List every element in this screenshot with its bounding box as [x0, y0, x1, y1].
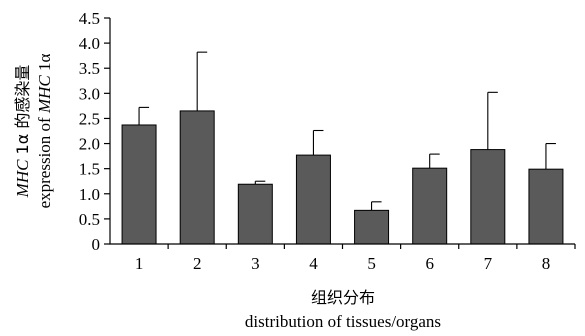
- y-tick-label: 3.0: [79, 84, 100, 103]
- y-axis-label-italic: MHC: [13, 159, 32, 198]
- y-tick-label: 4.0: [79, 34, 100, 53]
- y-tick-label: 3.5: [79, 59, 100, 78]
- axis-frame: [109, 18, 575, 245]
- y-axis-label-en: expression of MHC 1α: [35, 54, 54, 209]
- x-tick-label-8: 8: [542, 254, 551, 273]
- y-axis-ticks: 0 0.5 1.0 1.5 2.0 2.5 3.0 3.5 4.0 4.5: [79, 9, 110, 254]
- bar-3: [237, 183, 273, 245]
- y-tick-label: 0.5: [79, 210, 100, 229]
- svg-text:MHC 1α 的感染量: MHC 1α 的感染量: [13, 65, 32, 199]
- x-axis-ticks: 1 2 3 4 5 6 7 8: [135, 244, 576, 273]
- bar-2: [179, 110, 215, 245]
- x-tick-label-1: 1: [135, 254, 144, 273]
- bar-1: [121, 124, 157, 245]
- x-tick-label-5: 5: [367, 254, 376, 273]
- y-tick-label: 4.5: [79, 9, 100, 28]
- x-tick-label-7: 7: [484, 254, 493, 273]
- x-tick-label-3: 3: [251, 254, 260, 273]
- x-axis-label-cn: 组织分布: [311, 288, 375, 307]
- y-axis-label-cn: 1α 的感染量: [13, 65, 32, 160]
- y-axis-label-en-suffix: 1α: [35, 54, 54, 76]
- x-axis-label-en: distribution of tissues/organs: [245, 312, 441, 331]
- bars-group: [121, 51, 564, 245]
- y-axis-label-en-italic: MHC: [35, 75, 54, 114]
- x-tick-label-4: 4: [309, 254, 318, 273]
- bar-5: [354, 209, 390, 245]
- y-tick-label: 0: [92, 235, 101, 254]
- y-tick-label: 2.5: [79, 109, 100, 128]
- y-tick-label: 1.0: [79, 185, 100, 204]
- y-tick-label: 2.0: [79, 135, 100, 154]
- y-axis-label: MHC 1α 的感染量: [13, 65, 32, 199]
- x-tick-label-6: 6: [425, 254, 434, 273]
- bar-4: [295, 154, 331, 245]
- bar-7: [470, 149, 506, 245]
- y-axis-label-en-prefix: expression of: [35, 113, 54, 208]
- x-tick-label-2: 2: [193, 254, 202, 273]
- y-tick-label: 1.5: [79, 160, 100, 179]
- svg-text:expression of MHC 1α: expression of MHC 1α: [35, 54, 54, 209]
- bar-8: [528, 168, 564, 245]
- bar-6: [412, 167, 448, 245]
